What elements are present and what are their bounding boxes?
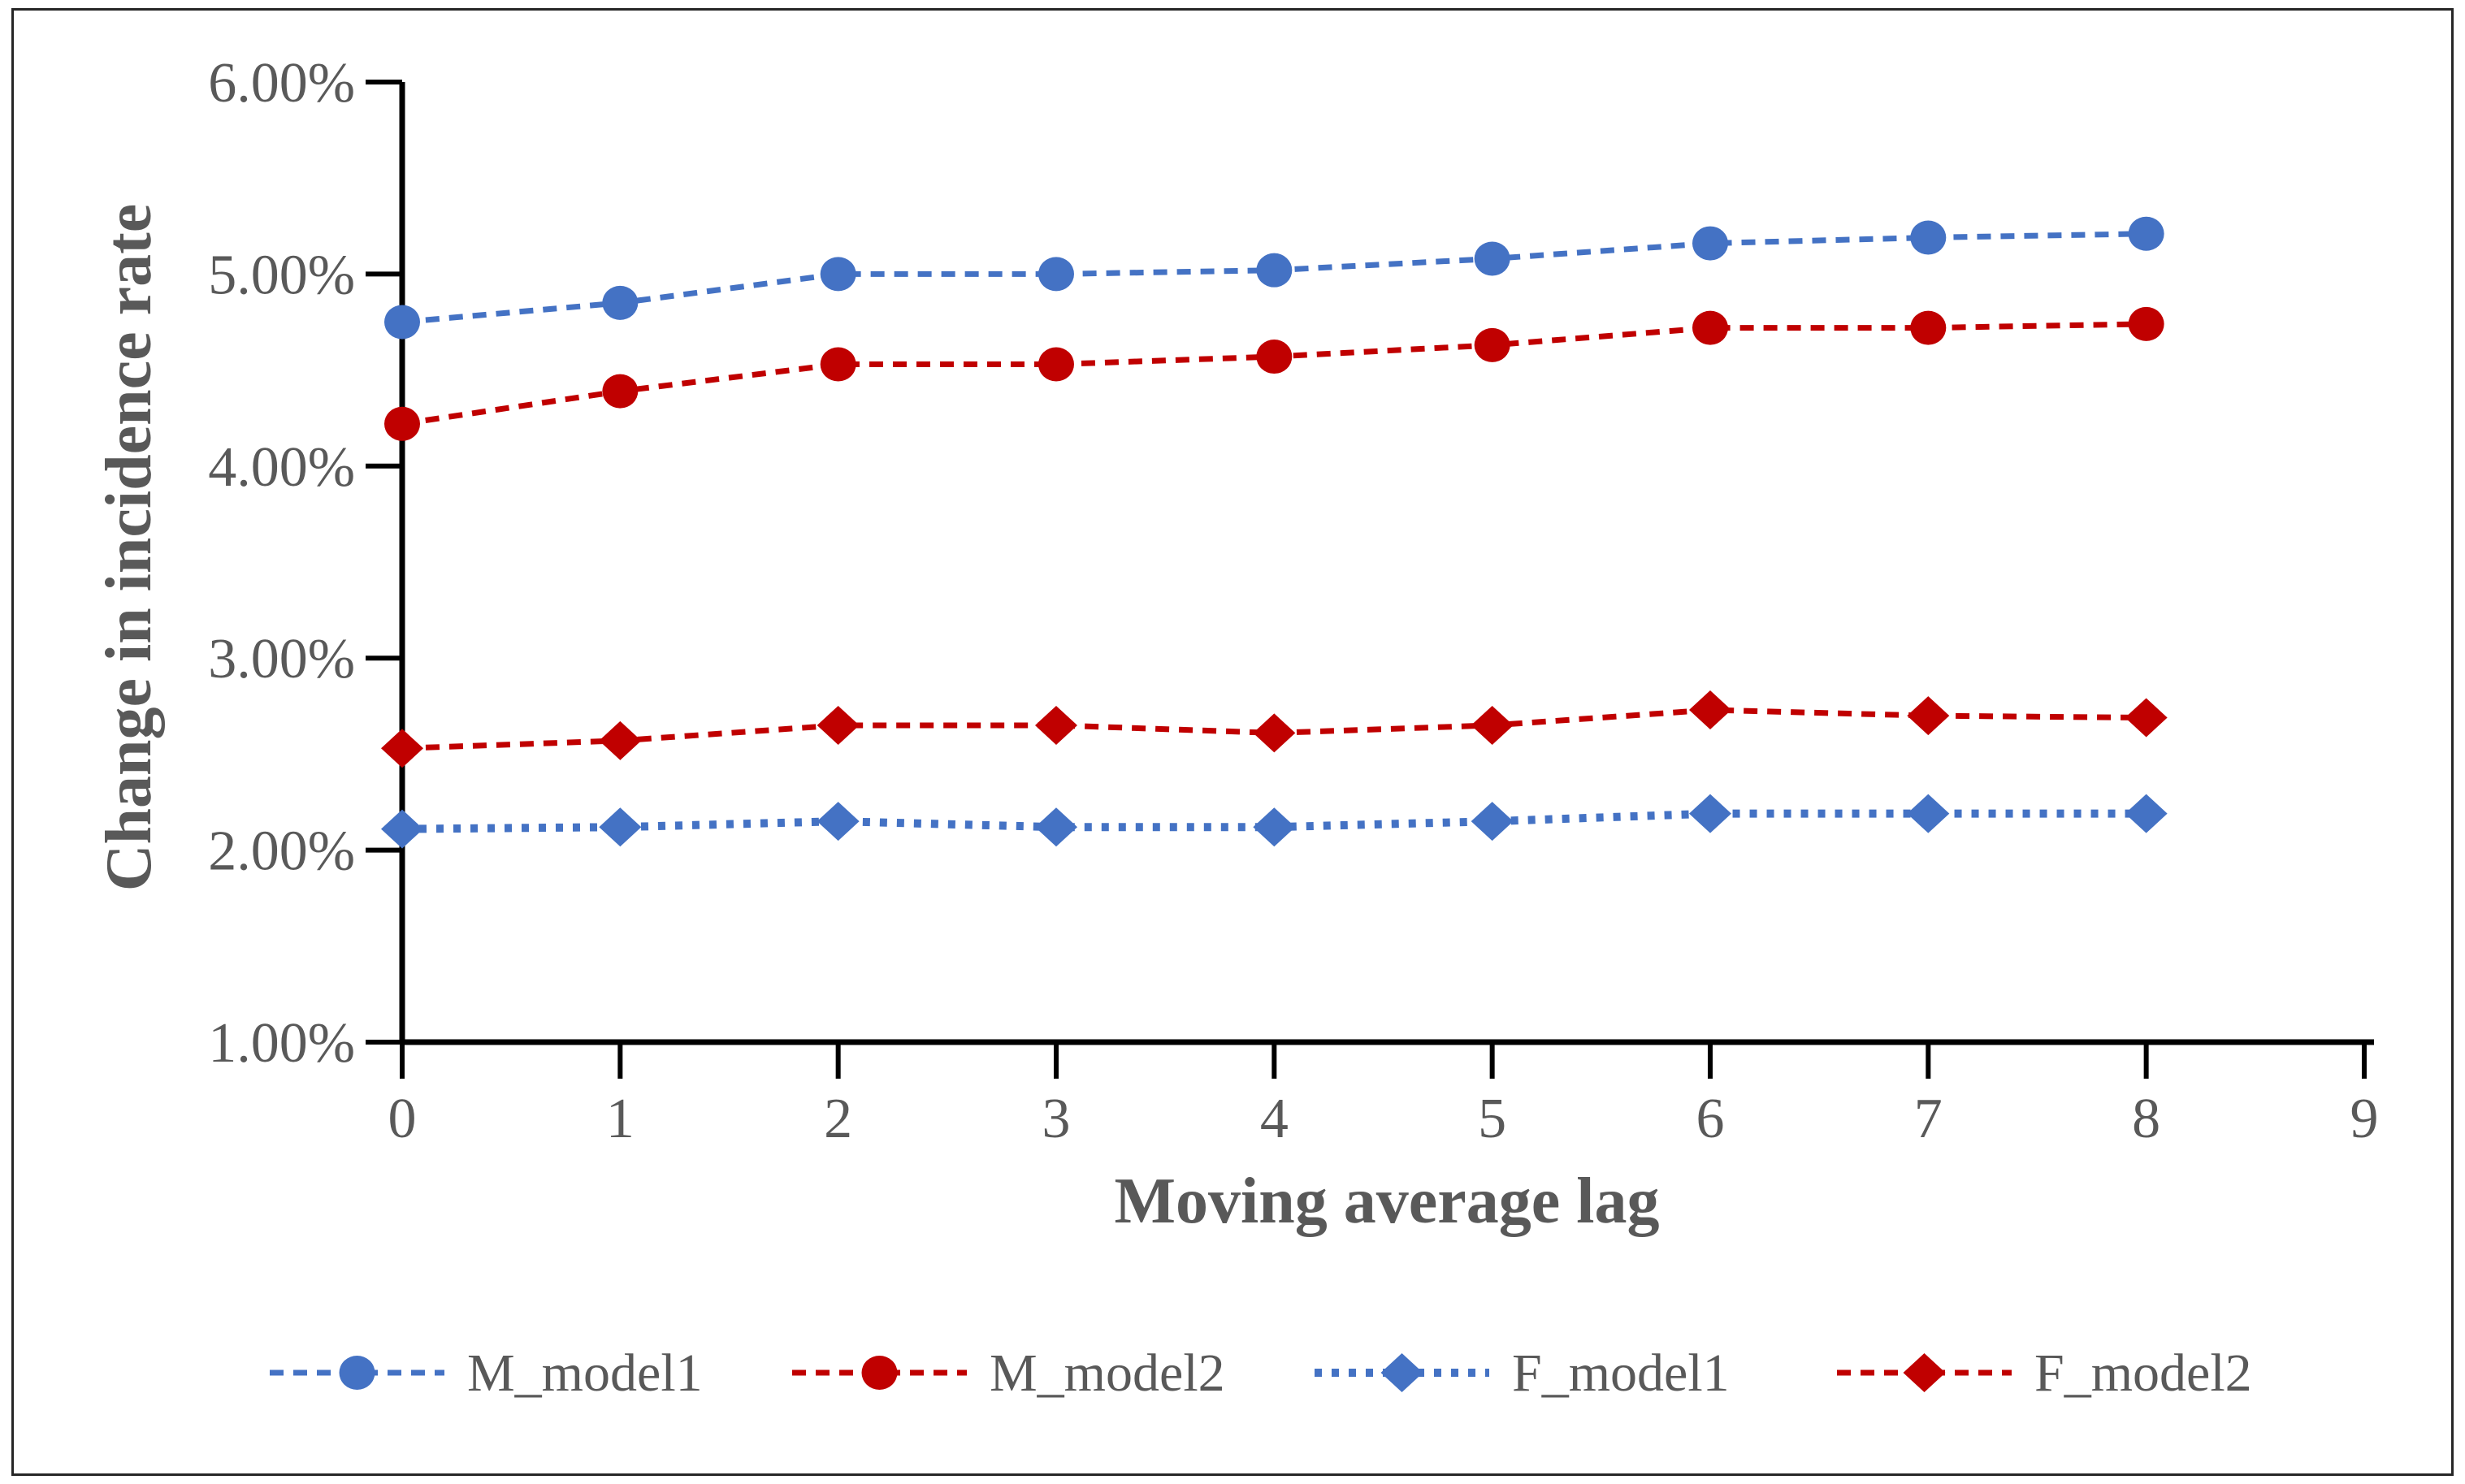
data-point-diamond — [599, 807, 642, 847]
data-point-circle — [820, 347, 856, 382]
data-point-circle — [1910, 310, 1947, 345]
legend-label: F_model1 — [1512, 1343, 1730, 1403]
data-point-diamond — [1380, 1353, 1423, 1392]
data-point-diamond — [381, 809, 423, 849]
series-M_model1 — [384, 216, 2164, 340]
y-tick-label: 2.00% — [208, 820, 355, 883]
data-point-diamond — [1907, 794, 1950, 833]
data-point-circle — [1910, 220, 1947, 255]
legend-item-M_model2: M_model2 — [792, 1343, 1225, 1403]
data-point-diamond — [1471, 802, 1514, 842]
legend-item-M_model1: M_model1 — [270, 1343, 703, 1403]
data-point-diamond — [1253, 713, 1296, 753]
legend-label: M_model1 — [467, 1343, 703, 1403]
data-point-diamond — [2125, 794, 2168, 833]
data-point-diamond — [1253, 807, 1296, 847]
y-tick-label: 5.00% — [208, 244, 355, 306]
x-tick-label: 3 — [1042, 1088, 1070, 1150]
x-tick-label: 5 — [1478, 1088, 1506, 1150]
data-point-circle — [1256, 253, 1293, 288]
x-axis-title: Moving average lag — [1115, 1166, 1660, 1237]
x-tick-label: 0 — [388, 1088, 417, 1150]
data-point-circle — [1692, 226, 1728, 261]
data-point-diamond — [2125, 698, 2168, 738]
data-point-circle — [602, 285, 639, 320]
data-point-circle — [384, 406, 420, 441]
y-tick-label: 1.00% — [208, 1012, 355, 1075]
legend-label: F_model2 — [2034, 1343, 2252, 1403]
data-point-diamond — [1907, 696, 1950, 736]
x-tick-label: 1 — [606, 1088, 635, 1150]
data-point-diamond — [1688, 794, 1731, 833]
data-point-circle — [1038, 347, 1074, 382]
data-point-circle — [384, 305, 420, 340]
x-tick-label: 7 — [1914, 1088, 1943, 1150]
series-M_model2 — [384, 306, 2164, 441]
x-tick-label: 6 — [1696, 1088, 1724, 1150]
x-tick-label: 9 — [2350, 1088, 2378, 1150]
data-point-diamond — [381, 729, 423, 768]
data-series — [381, 216, 2168, 849]
data-point-circle — [861, 1356, 898, 1390]
data-point-circle — [339, 1356, 375, 1390]
data-point-circle — [1474, 327, 1510, 362]
data-point-diamond — [1688, 690, 1731, 730]
series-F_model1 — [381, 794, 2168, 849]
data-point-diamond — [1471, 705, 1514, 745]
data-point-circle — [1692, 310, 1728, 345]
data-point-circle — [2128, 306, 2164, 341]
data-point-diamond — [817, 802, 860, 842]
data-point-diamond — [1903, 1353, 1946, 1392]
x-tick-label: 2 — [824, 1088, 852, 1150]
y-tick-label: 3.00% — [208, 628, 355, 690]
legend-item-F_model1: F_model1 — [1315, 1343, 1730, 1403]
tick-labels: 1.00% 2.00% 3.00% 4.00% 5.00% 6.00% 0 1 2 3 4 5 6 7 8 9 — [208, 52, 2378, 1150]
y-tick-label: 6.00% — [208, 52, 355, 115]
legend-label: M_model2 — [990, 1343, 1225, 1403]
data-point-circle — [2128, 216, 2164, 251]
y-axis-title: Change in incidence rate — [93, 204, 165, 892]
data-point-circle — [1256, 340, 1293, 374]
data-point-diamond — [817, 705, 860, 745]
data-point-circle — [602, 374, 639, 409]
x-tick-label: 4 — [1260, 1088, 1289, 1150]
axes — [366, 80, 2374, 1079]
series-line — [401, 321, 2147, 427]
x-tick-label: 8 — [2132, 1088, 2160, 1150]
data-point-circle — [1038, 257, 1074, 292]
legend-item-F_model2: F_model2 — [1837, 1343, 2252, 1403]
data-point-diamond — [599, 720, 642, 760]
legend: M_model1 M_model2 F_model1 F_model2 — [270, 1343, 2252, 1403]
data-point-diamond — [1034, 807, 1077, 847]
series-F_model2 — [381, 690, 2168, 768]
data-point-circle — [820, 257, 856, 292]
data-point-diamond — [1034, 705, 1077, 745]
data-point-circle — [1474, 241, 1510, 276]
y-tick-label: 4.00% — [208, 436, 355, 499]
